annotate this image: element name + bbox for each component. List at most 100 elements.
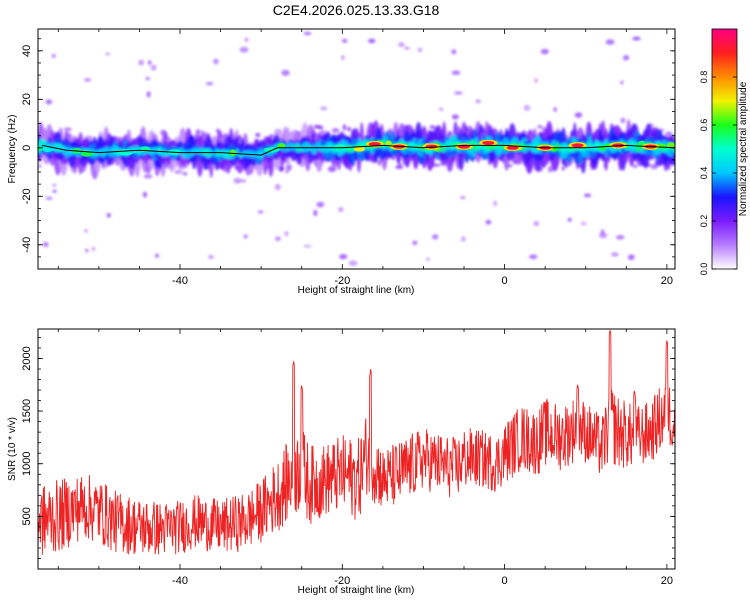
spectrogram-speckle [395, 165, 404, 170]
colorbar-tick-label: 0.4 [699, 167, 709, 180]
spectrogram-speckle [440, 160, 447, 166]
spectrogram-hotspot [571, 143, 584, 148]
spectrogram-speckle [665, 131, 673, 136]
spectrogram-speckle [338, 207, 344, 213]
spectrogram-ridge-line [42, 144, 675, 156]
spectrogram-speckle [460, 195, 466, 200]
spectrogram-speckle [485, 219, 492, 225]
spectrogram-speckle [51, 53, 56, 58]
spectrogram-speckle [145, 77, 150, 80]
spectrogram-speckle [147, 60, 152, 66]
spectrogram-speckle [105, 52, 110, 56]
spectrogram-hotspot [506, 145, 519, 150]
y-tick-label: 1000 [21, 451, 33, 475]
spectrogram-speckle [528, 254, 538, 260]
x-tick-label: 20 [661, 275, 673, 287]
spectrogram-speckle [52, 189, 57, 193]
snr-panel: -40 -20 0 20 500 1000 1500 2000 Height of strai… [7, 328, 676, 596]
spectrogram-speckle [327, 165, 337, 173]
spectrogram-speckle [45, 99, 53, 105]
spectrogram-speckle [205, 82, 214, 86]
spectrogram-speckle [451, 49, 457, 55]
spectrogram-speckle [348, 260, 358, 266]
spectrogram-speckle [83, 78, 92, 82]
colorbar-gradient [712, 29, 737, 269]
snr-xlabel: Height of straight line (km) [298, 585, 415, 596]
spectrogram-speckle [537, 125, 543, 129]
spectrogram-xlabel: Height of straight line (km) [298, 285, 415, 296]
spectrogram-speckle [320, 106, 328, 111]
spectrogram-speckle [347, 126, 351, 132]
spectrogram-speckle [91, 246, 96, 251]
spectrogram-speckle [303, 244, 312, 248]
spectrogram-speckle [451, 114, 459, 120]
spectrogram-speckle [213, 58, 219, 65]
spectrogram-hotspot [368, 142, 381, 147]
spectrogram-speckle [38, 164, 42, 168]
spectrogram-ylabel: Frequency (Hz) [7, 115, 18, 184]
spectrogram-speckle [303, 31, 312, 36]
x-tick-label: 0 [502, 575, 508, 587]
spectrogram-speckle [412, 240, 418, 246]
y-tick-label: 2000 [21, 346, 33, 370]
spectrogram-speckle [493, 200, 498, 207]
spectrogram-speckle [533, 220, 540, 227]
spectrogram-hotspot [482, 140, 495, 145]
spectrogram-speckle [461, 236, 466, 242]
spectrogram-speckle [611, 252, 619, 257]
snr-axes: -40 -20 0 20 500 1000 1500 2000 [21, 329, 675, 587]
spectrogram-speckle [439, 107, 444, 112]
spectrogram-band-cell [160, 148, 168, 157]
spectrogram-speckle [313, 209, 318, 217]
spectrogram-speckle [316, 201, 325, 208]
spectrogram-speckle [475, 99, 481, 104]
spectrogram-speckle [368, 38, 376, 44]
spectrogram-speckle [146, 91, 151, 98]
spectrogram-speckle [174, 169, 183, 174]
y-tick-label: 0 [21, 145, 33, 151]
figure-title: C2E4.2026.025.13.33.G18 [273, 2, 440, 18]
spectrogram-speckle [620, 117, 626, 124]
colorbar-tick-label: 0.6 [699, 119, 709, 132]
spectrogram-axes: -40 -20 0 20 -40 -20 0 20 40 [21, 29, 675, 287]
snr-ylabel: SNR (10 * v/v) [7, 417, 18, 481]
spectrogram-frame [37, 28, 676, 270]
spectrogram-speckle [106, 212, 111, 218]
spectrogram-band-cell [184, 149, 192, 159]
spectrogram-speckle [318, 125, 324, 130]
x-tick-label: 0 [502, 275, 508, 287]
spectrogram-panel: -40 -20 0 20 -40 -20 0 20 40 Height of straight … [7, 28, 676, 296]
y-tick-label: 500 [21, 507, 33, 525]
spectrogram-speckle [85, 248, 89, 253]
x-tick-label: -40 [172, 275, 188, 287]
spectrogram-speckle [239, 46, 249, 53]
spectrogram-speckle [208, 254, 215, 260]
spectrogram-speckle [404, 46, 410, 50]
spectrogram-speckle [561, 166, 565, 171]
spectrogram-speckle [274, 183, 281, 191]
spectrogram-speckle [284, 230, 289, 237]
spectrogram-speckle [650, 164, 658, 170]
spectrogram-speckle [233, 177, 241, 184]
spectrogram-speckle [331, 128, 340, 133]
spectrogram-speckle [45, 196, 53, 201]
x-tick-label: -20 [334, 275, 350, 287]
spectrogram-speckle [243, 234, 248, 239]
colorbar-tick-label: 0.2 [699, 215, 709, 228]
spectrogram-speckle [454, 91, 463, 95]
spectrogram-speckle [540, 48, 549, 55]
x-tick-label: -40 [172, 575, 188, 587]
spectrogram-speckle [150, 64, 157, 71]
spectrogram-speckle [426, 257, 431, 261]
spectrogram-speckle [451, 70, 461, 76]
spectrogram-speckle [341, 55, 345, 61]
spectrogram-core-cell [333, 144, 346, 150]
spectrogram-speckle [553, 107, 558, 112]
spectrogram-speckle [620, 80, 624, 85]
y-tick-label: 1500 [21, 399, 33, 423]
spectrogram-speckle [275, 236, 281, 242]
spectrogram-speckle [632, 164, 638, 168]
snr-series-line [38, 330, 675, 555]
spectrogram-speckle [616, 234, 625, 240]
